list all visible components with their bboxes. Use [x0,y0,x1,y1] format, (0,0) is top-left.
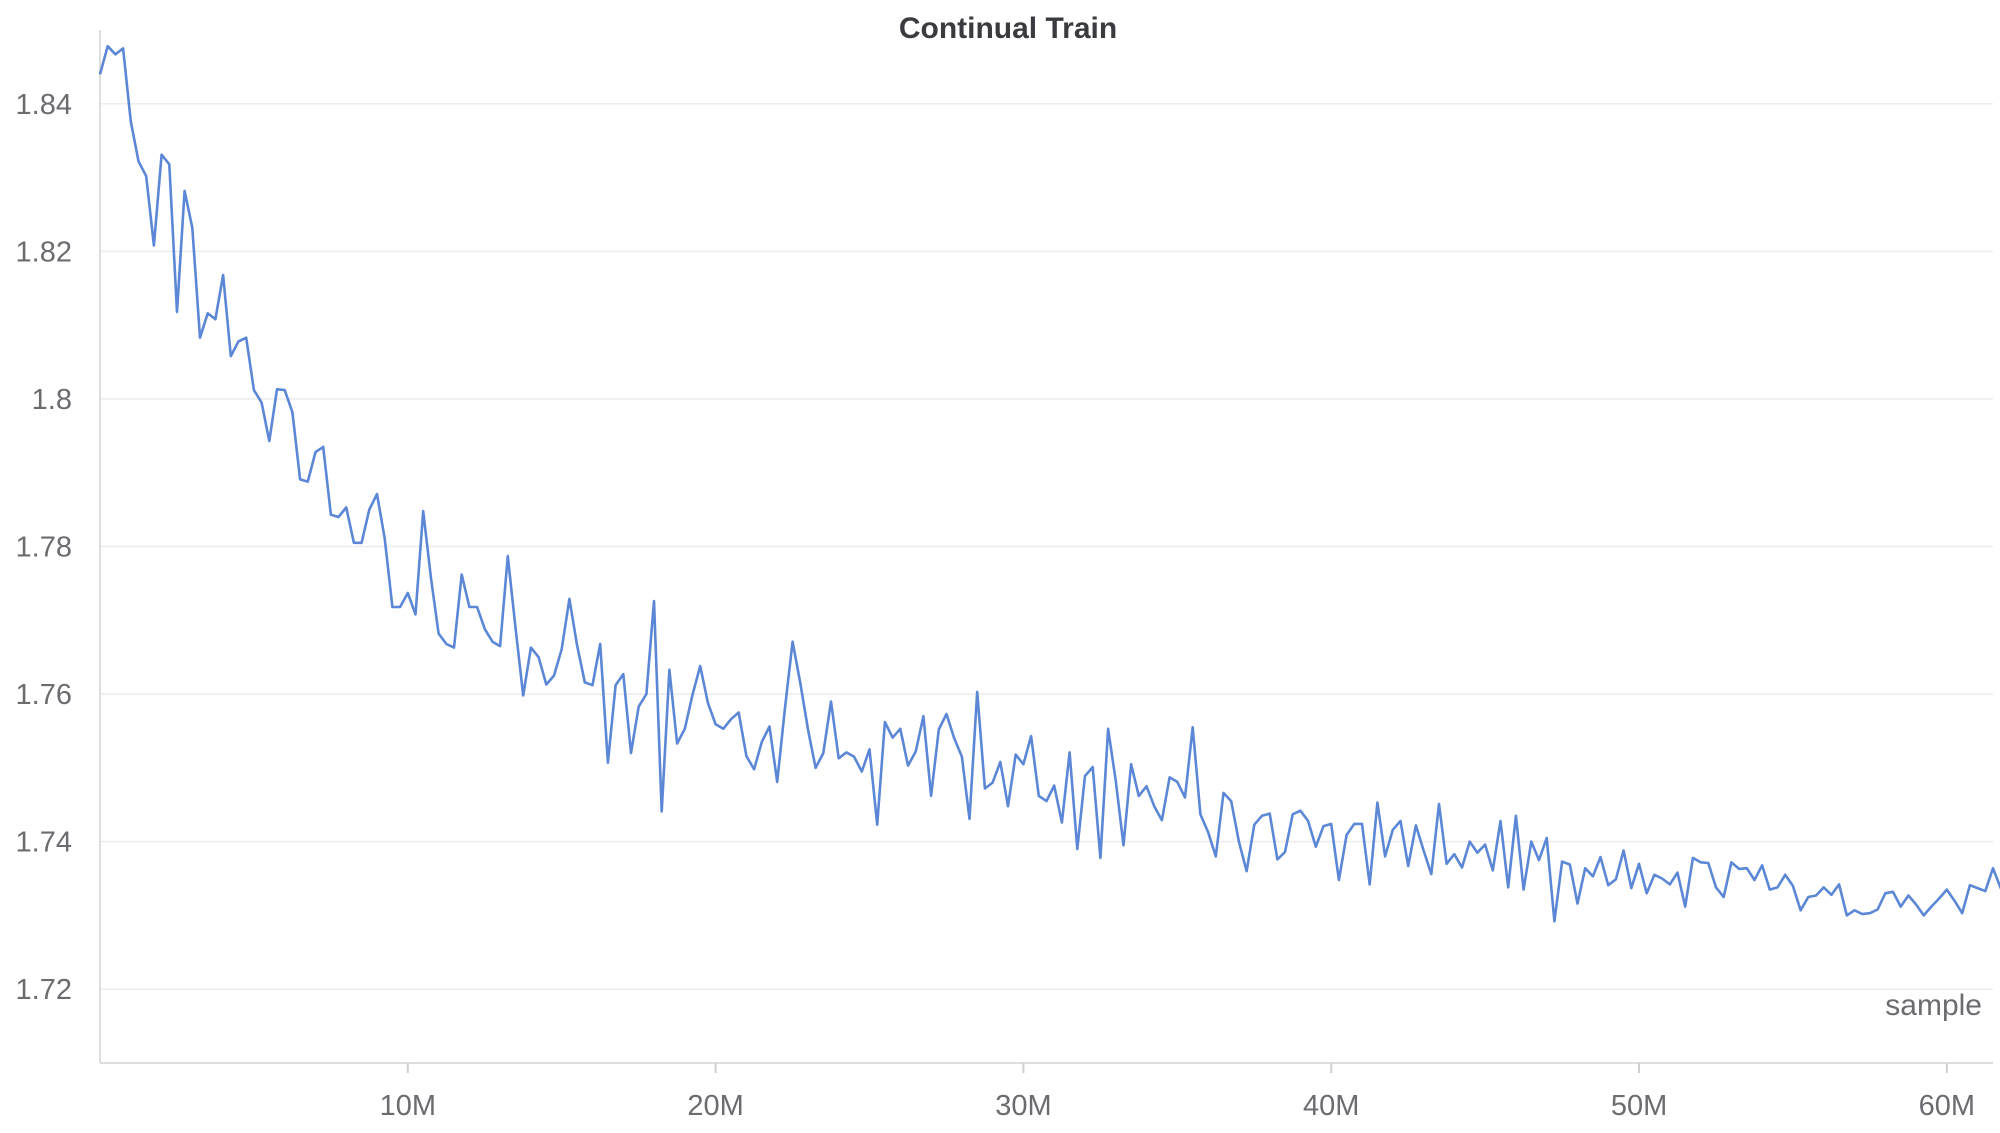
tick-labels: 1.72 1.74 1.76 1.78 1.8 1.82 1.84 10M 20M 30M 40M 5… [16,89,1975,1122]
series-layer [98,44,2000,923]
axes [99,30,1993,1064]
x-tick-label: 10M [380,1090,436,1122]
y-tick-label: 1.84 [16,89,72,121]
y-tick-label: 1.78 [16,532,72,564]
series-line [98,44,2000,923]
y-tick-label: 1.74 [16,827,72,859]
y-tick-label: 1.76 [16,679,72,711]
y-tick-label: 1.8 [32,384,72,416]
x-tick-label: 50M [1611,1090,1667,1122]
x-axis-label: sample [1885,989,1982,1022]
y-tick-label: 1.82 [16,236,72,268]
x-tick-label: 30M [995,1090,1051,1122]
chart-title: Continual Train [899,12,1117,45]
x-tick-label: 40M [1303,1090,1359,1122]
x-tick-label: 60M [1919,1090,1975,1122]
grid-lines [100,103,1993,990]
x-tick-label: 20M [687,1090,743,1122]
y-tick-label: 1.72 [16,974,72,1006]
